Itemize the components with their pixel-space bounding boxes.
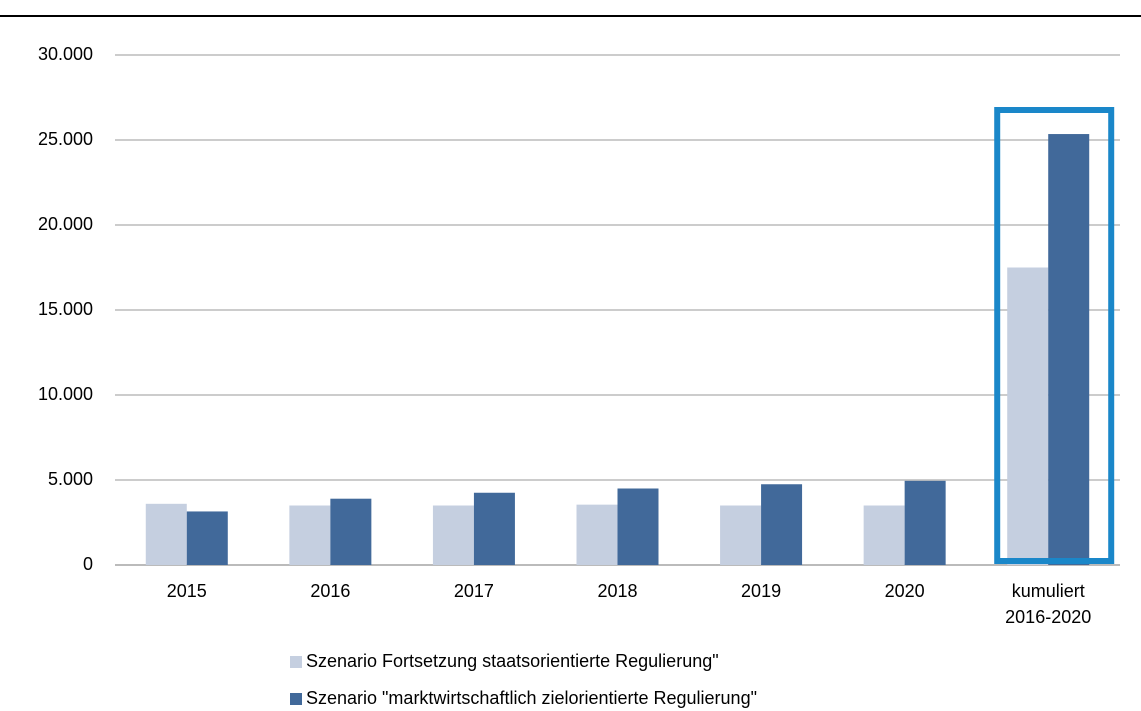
y-tick-label: 20.000 [38,214,93,234]
x-tick-label: 2020 [885,581,925,601]
bar [576,504,618,565]
x-tick-label: 2015 [167,581,207,601]
bar [1007,267,1049,565]
bar [863,505,905,565]
bar [904,480,946,565]
bar [761,484,803,565]
bar [432,505,474,565]
bar [1048,134,1090,566]
highlight-box [994,107,1115,564]
x-tick-label-line: 2016-2020 [1005,607,1091,627]
bar [289,505,331,565]
x-tick-label-line: 2015 [167,581,207,601]
bar [330,498,372,565]
x-tick-label: 2016 [310,581,350,601]
x-tick-label-line: 2016 [310,581,350,601]
x-tick-label: 2018 [597,581,637,601]
bar [186,511,228,565]
bar [473,492,515,565]
x-tick-label: 2019 [741,581,781,601]
bar [720,505,762,565]
x-tick-label: 2017 [454,581,494,601]
x-tick-label-line: 2017 [454,581,494,601]
legend-swatch [290,693,302,705]
y-tick-label: 10.000 [38,384,93,404]
x-tick-label-line: 2020 [885,581,925,601]
y-tick-label: 0 [83,554,93,574]
y-tick-label: 25.000 [38,129,93,149]
x-tick-label-line: 2018 [597,581,637,601]
x-tick-label-line: kumuliert [1012,581,1085,601]
bar [617,488,659,565]
legend-label: Szenario Fortsetzung staatsorientierte R… [306,651,719,671]
x-tick-label: kumuliert 2016-2020 [1005,581,1091,627]
y-tick-label: 5.000 [48,469,93,489]
bar [145,503,187,565]
y-tick-label: 30.000 [38,44,93,64]
legend-swatch [290,656,302,668]
y-tick-label: 15.000 [38,299,93,319]
legend-label: Szenario "marktwirtschaftlich zielorient… [306,688,757,708]
x-tick-label-line: 2019 [741,581,781,601]
